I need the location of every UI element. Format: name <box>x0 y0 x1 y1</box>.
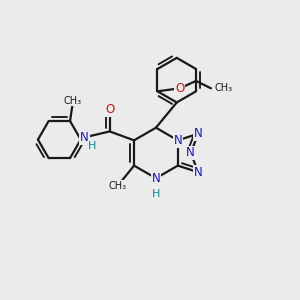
Text: N: N <box>173 134 182 147</box>
Text: N: N <box>186 146 195 160</box>
Text: H: H <box>88 141 96 151</box>
Text: H: H <box>152 189 160 199</box>
Text: N: N <box>80 131 89 144</box>
Text: CH₃: CH₃ <box>64 96 82 106</box>
Text: CH₃: CH₃ <box>109 181 127 191</box>
Text: O: O <box>175 82 184 95</box>
Text: N: N <box>152 172 160 185</box>
Text: N: N <box>194 127 203 140</box>
Text: N: N <box>194 166 203 179</box>
Text: CH₃: CH₃ <box>214 83 232 93</box>
Text: O: O <box>105 103 114 116</box>
